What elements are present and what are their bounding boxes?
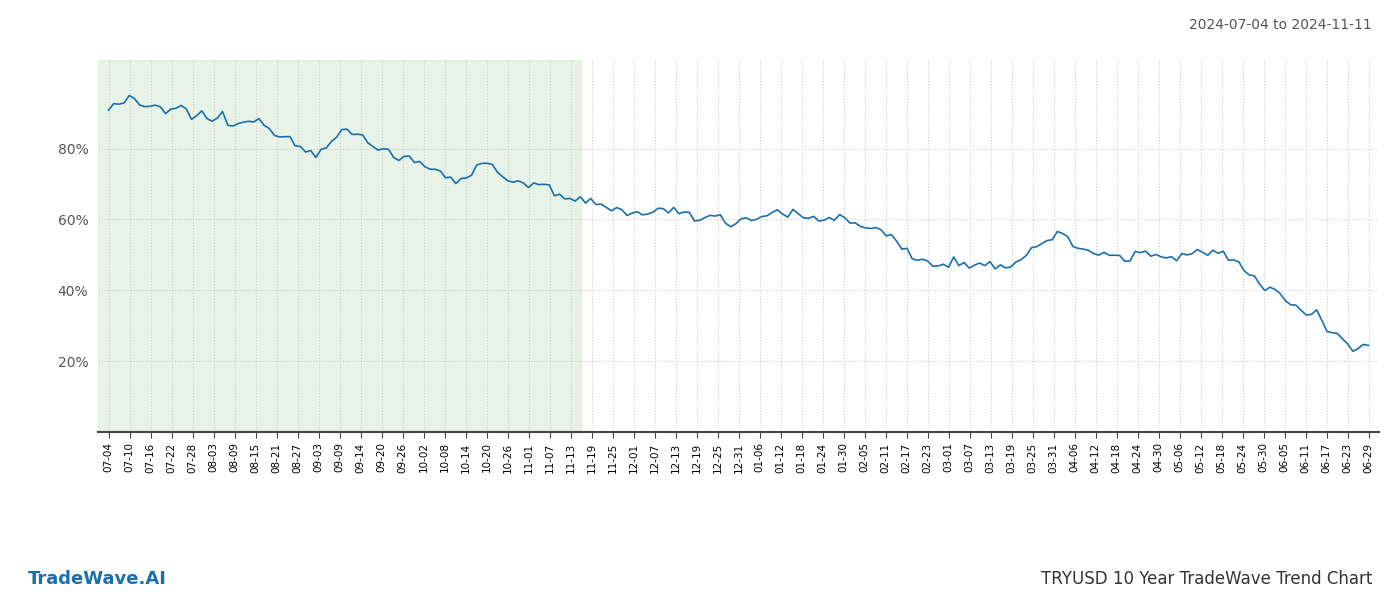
- Text: TradeWave.AI: TradeWave.AI: [28, 570, 167, 588]
- Bar: [98, 60, 581, 432]
- Text: 2024-07-04 to 2024-11-11: 2024-07-04 to 2024-11-11: [1189, 18, 1372, 32]
- Text: TRYUSD 10 Year TradeWave Trend Chart: TRYUSD 10 Year TradeWave Trend Chart: [1040, 570, 1372, 588]
